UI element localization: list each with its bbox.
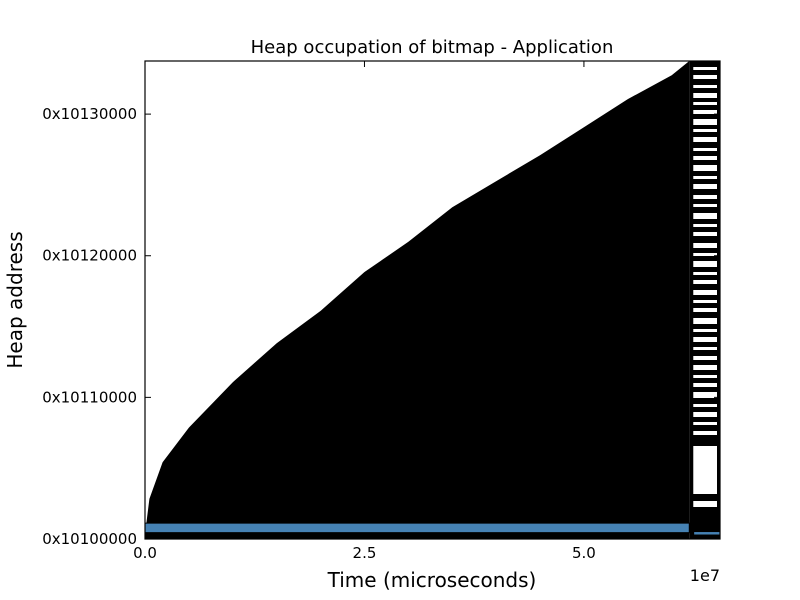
- tail-free-band: [693, 272, 717, 275]
- tail-free-band: [693, 337, 717, 342]
- tail-free-band: [693, 119, 717, 125]
- tail-free-band: [693, 280, 717, 284]
- tail-free-band: [693, 165, 717, 171]
- tail-free-band: [693, 184, 717, 189]
- tail-free-band: [693, 365, 717, 370]
- x-axis-ticks: 0.0 2.5 5.0: [133, 61, 596, 562]
- tail-free-band: [693, 137, 717, 142]
- tail-free-band: [693, 422, 717, 425]
- tail-free-band: [693, 129, 717, 132]
- tail-free-band: [693, 412, 717, 417]
- y-axis-ticks: 0x10100000 0x10110000 0x10120000 0x10130000: [42, 105, 720, 548]
- x-tick-label: 0.0: [133, 544, 157, 562]
- bitmap-block: [144, 522, 690, 534]
- plot-frame: [144, 60, 721, 540]
- tail-free-band: [693, 156, 717, 160]
- x-axis-offset-label: 1e7: [690, 566, 720, 585]
- chart-title: Heap occupation of bitmap - Application: [251, 37, 614, 58]
- tail-free-band: [693, 110, 717, 114]
- tail-free-band: [693, 93, 717, 98]
- tail-free-band: [693, 383, 717, 387]
- x-axis-label: Time (microseconds): [327, 568, 537, 592]
- tail-free-band: [693, 431, 717, 435]
- tail-free-band: [693, 253, 717, 256]
- tail-free-band: [693, 329, 717, 332]
- x-tick-label: 5.0: [572, 544, 596, 562]
- y-tick-label: 0x10100000: [42, 530, 137, 548]
- late-bitmap-block: [693, 531, 721, 536]
- tail-free-band: [693, 261, 717, 267]
- y-tick-label: 0x10120000: [42, 247, 137, 265]
- tail-free-band: [693, 375, 717, 378]
- tail-free-band: [693, 243, 717, 248]
- tail-free-band: [693, 290, 717, 295]
- tail-free-band: [693, 347, 717, 350]
- tail-free-band: [693, 356, 717, 360]
- tail-free-band: [693, 102, 717, 105]
- tail-free-band: [693, 75, 717, 79]
- occupied-area: [145, 61, 690, 539]
- y-axis-label: Heap address: [3, 231, 27, 368]
- tail-free-band: [693, 213, 717, 219]
- tail-free-band: [693, 224, 717, 227]
- tail-free-band: [693, 232, 717, 236]
- tail-free-band: [693, 392, 717, 398]
- tail-free-band: [693, 501, 717, 507]
- y-tick-label: 0x10110000: [42, 388, 137, 406]
- tail-free-band: [693, 195, 717, 199]
- tail-free-band: [693, 85, 717, 88]
- tail-free-band: [693, 404, 717, 407]
- tail-free-band: [693, 204, 717, 207]
- tail-free-band: [693, 67, 717, 70]
- tail-free-band: [693, 308, 717, 312]
- x-tick-label: 2.5: [353, 544, 377, 562]
- tail-free-band: [693, 446, 717, 494]
- tail-free-band: [693, 148, 717, 151]
- tail-free-band: [693, 318, 717, 324]
- plot-area: [144, 61, 721, 539]
- tail-free-band: [693, 300, 717, 303]
- y-tick-label: 0x10130000: [42, 105, 137, 123]
- tail-free-band: [693, 176, 717, 179]
